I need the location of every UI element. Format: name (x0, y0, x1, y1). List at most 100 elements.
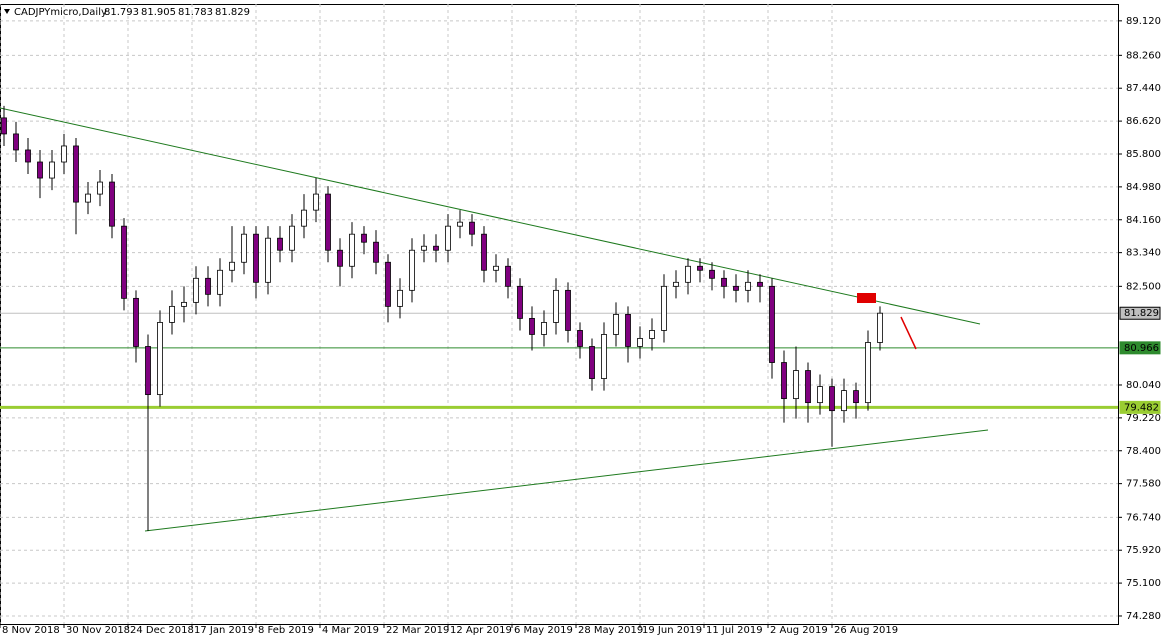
y-tick-label: 84.160 (1126, 215, 1161, 226)
candle-body (457, 221, 463, 227)
y-tick-label: 79.220 (1126, 413, 1161, 424)
x-tick-label: 17 Jan 2019 (194, 625, 254, 636)
y-tick-label: 85.800 (1126, 149, 1161, 160)
candle-body (61, 145, 67, 163)
y-tick-label: 87.440 (1126, 83, 1161, 94)
candle-body (97, 181, 103, 195)
candle-body (529, 318, 535, 335)
quote-value: 81.783 (178, 7, 213, 18)
x-tick-label: 8 Nov 2018 (2, 625, 60, 636)
candle-body (817, 386, 823, 404)
candle-body (49, 161, 55, 179)
price-label-box (1119, 400, 1161, 414)
candle-body (25, 149, 31, 163)
x-tick-label: 28 May 2019 (578, 625, 643, 636)
candle-body (637, 338, 643, 347)
y-tick-label: 84.980 (1126, 182, 1161, 193)
candle-body (649, 330, 655, 339)
quote-value: 81.793 (104, 7, 139, 18)
price-label: 79.482 (1124, 402, 1159, 413)
candle-body (721, 277, 727, 287)
candle-body (241, 233, 247, 263)
price-label-box (1119, 306, 1161, 320)
candle-body (505, 265, 511, 287)
x-tick-label: 11 Jul 2019 (706, 625, 763, 636)
candle-body (13, 133, 19, 151)
y-tick-label: 80.040 (1126, 380, 1161, 391)
candle-body (421, 245, 427, 251)
x-tick-label: 24 Dec 2018 (130, 625, 194, 636)
x-tick-label: 30 Nov 2018 (66, 625, 130, 636)
candle-body (409, 249, 415, 291)
candle-body (157, 322, 163, 396)
marker-box (857, 293, 876, 303)
candle-body (217, 269, 223, 295)
y-tick-label: 75.100 (1126, 578, 1161, 589)
candle-body (577, 330, 583, 347)
candle-body (37, 161, 43, 179)
grid (0, 4, 1118, 624)
candle-body (625, 314, 631, 347)
candle-body (145, 346, 151, 396)
candle-body (169, 305, 175, 323)
y-tick-label: 76.740 (1126, 512, 1161, 523)
candle-body (385, 261, 391, 307)
candle-body (289, 225, 295, 251)
candle-body (613, 314, 619, 335)
candle-body (265, 237, 271, 283)
candle-body (361, 233, 367, 243)
candle-body (877, 312, 883, 343)
y-tick-label: 82.500 (1126, 281, 1161, 292)
candle-body (229, 261, 235, 271)
x-tick-label: 8 Feb 2019 (258, 625, 314, 636)
candle-body (829, 386, 835, 412)
y-tick-label: 74.280 (1126, 611, 1161, 622)
candle-body (769, 285, 775, 363)
candle-body (565, 289, 571, 331)
quote: 81.793 81.905 81.783 81.829 (104, 7, 250, 18)
candle-body (1, 117, 7, 135)
candle-body (445, 225, 451, 251)
candle-body (853, 390, 859, 404)
x-tick-label: 2 Aug 2019 (770, 625, 828, 636)
candle-body (109, 181, 115, 227)
price-label: 80.966 (1124, 343, 1159, 354)
candle-body (673, 281, 679, 287)
candle-body (337, 249, 343, 267)
y-tick-label: 77.580 (1126, 479, 1161, 490)
candle-body (697, 265, 703, 271)
candle-body (805, 370, 811, 404)
candle-body (541, 322, 547, 335)
candle-body (85, 193, 91, 203)
candle-body (181, 301, 187, 307)
candle-body (373, 241, 379, 263)
candle-body (121, 225, 127, 299)
menu-triangle (4, 9, 10, 14)
candle-body (709, 269, 715, 279)
arrow-line (900, 316, 917, 350)
axes: 89.120 88.260 87.440 86.620 85.800 84.980 84.1… (0, 16, 1161, 636)
candle-body (745, 281, 751, 291)
candle-body (841, 390, 847, 412)
quote-value: 81.905 (141, 7, 176, 18)
x-tick-label: 22 Mar 2019 (386, 625, 449, 636)
candle-body (757, 281, 763, 287)
candle-body (325, 193, 331, 251)
candle-body (493, 265, 499, 271)
candle-body (601, 334, 607, 379)
y-tick-label: 89.120 (1126, 16, 1161, 27)
candle-body (301, 209, 307, 227)
x-tick-label: 12 Apr 2019 (450, 625, 512, 636)
candle-body (193, 277, 199, 303)
candle-body (277, 237, 283, 251)
candle-body (781, 362, 787, 400)
candle-body (133, 297, 139, 347)
chart-title: CADJPYmicro,Daily (14, 7, 107, 18)
y-tick-label: 86.620 (1126, 116, 1161, 127)
candle-body (313, 193, 319, 211)
candle-body (253, 233, 259, 283)
candle-body (349, 233, 355, 267)
candle-body (433, 245, 439, 251)
y-tick-label: 78.400 (1126, 446, 1161, 457)
